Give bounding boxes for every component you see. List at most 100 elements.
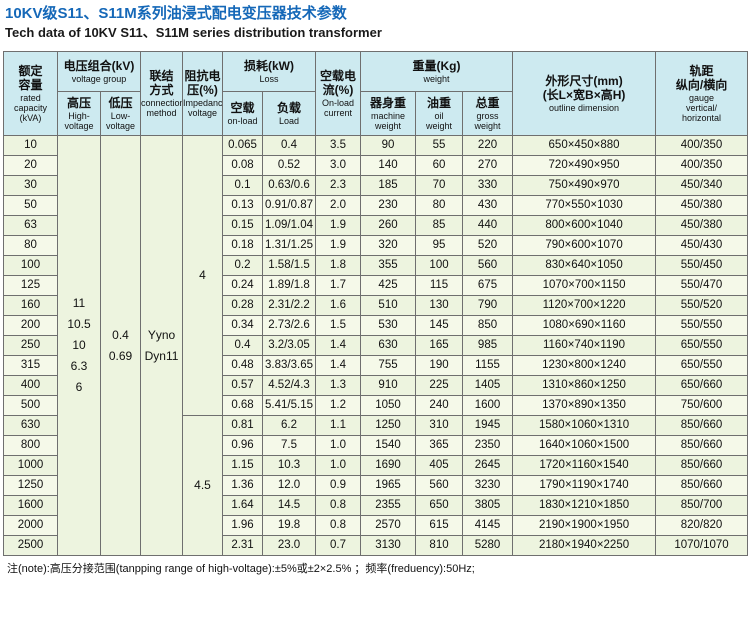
cell-noload-current: 1.9 bbox=[315, 215, 362, 236]
cell-dimension: 1120×700×1220 bbox=[512, 295, 657, 316]
cell-oil-weight: 190 bbox=[415, 355, 464, 376]
cell-machine-weight: 1250 bbox=[360, 415, 417, 436]
cell-load-loss: 4.52/4.3 bbox=[262, 375, 317, 396]
cell-gross-weight: 985 bbox=[462, 335, 514, 356]
col-header-machine-weight-cn: 器身重 bbox=[370, 95, 407, 110]
cell-dimension: 790×600×1070 bbox=[512, 235, 657, 256]
cell-capacity: 10 bbox=[3, 135, 58, 156]
cell-oil-weight: 100 bbox=[415, 255, 464, 276]
table-row: 250 0.4 3.2/3.05 1.4 630 165 985 1160×740×1190 6… bbox=[3, 335, 749, 356]
cell-machine-weight: 90 bbox=[360, 135, 417, 156]
col-header-impedance: 阻抗电 压(%) Impedance voltage bbox=[182, 51, 224, 136]
col-header-capacity-en: rated capacity (kVA) bbox=[13, 93, 48, 124]
cell-noload-current: 1.2 bbox=[315, 395, 362, 416]
col-header-connection-cn: 联结 方式 bbox=[149, 68, 174, 97]
cell-dimension: 1790×1190×1740 bbox=[512, 475, 657, 496]
page-subtitle: Tech data of 10KV S11、S11M series distri… bbox=[5, 25, 382, 40]
col-header-voltage-group: 电压组合(kV) voltage group bbox=[56, 51, 142, 92]
table-row: 100 0.2 1.58/1.5 1.8 355 100 560 830×640×1050 55… bbox=[3, 255, 749, 276]
cell-gross-weight: 1600 bbox=[462, 395, 514, 416]
cell-dimension: 1830×1210×1850 bbox=[512, 495, 657, 516]
cell-dimension: 2190×1900×1950 bbox=[512, 515, 657, 536]
col-header-weight-cn: 重量(Kg) bbox=[412, 58, 461, 73]
cell-dimension: 770×550×1030 bbox=[512, 195, 657, 216]
transformer-spec-table: 额定 容量 rated capacity (kVA) 电压组合(kV) volt… bbox=[3, 51, 749, 556]
cell-noload-loss: 0.13 bbox=[222, 195, 264, 216]
col-header-weight-en: weight bbox=[423, 74, 450, 85]
table-row: 2000 1.96 19.8 0.8 2570 615 4145 2190×1900×1950… bbox=[3, 515, 749, 536]
cell-oil-weight: 560 bbox=[415, 475, 464, 496]
cell-gross-weight: 790 bbox=[462, 295, 514, 316]
cell-capacity: 30 bbox=[3, 175, 58, 196]
connection-merged-cell: Yyno Dyn11 bbox=[140, 135, 184, 556]
cell-machine-weight: 1965 bbox=[360, 475, 417, 496]
cell-noload-loss: 0.96 bbox=[222, 435, 264, 456]
cell-gross-weight: 3230 bbox=[462, 475, 514, 496]
cell-gauge: 820/820 bbox=[655, 515, 749, 536]
cell-gross-weight: 5280 bbox=[462, 535, 514, 556]
cell-machine-weight: 2570 bbox=[360, 515, 417, 536]
cell-load-loss: 6.2 bbox=[262, 415, 317, 436]
table-row: 2500 2.31 23.0 0.7 3130 810 5280 2180×1940×2250… bbox=[3, 535, 749, 556]
cell-capacity: 80 bbox=[3, 235, 58, 256]
cell-noload-loss: 0.34 bbox=[222, 315, 264, 336]
cell-noload-loss: 0.065 bbox=[222, 135, 264, 156]
cell-noload-loss: 1.36 bbox=[222, 475, 264, 496]
cell-machine-weight: 140 bbox=[360, 155, 417, 176]
cell-gauge: 550/550 bbox=[655, 315, 749, 336]
cell-noload-loss: 0.68 bbox=[222, 395, 264, 416]
cell-machine-weight: 1050 bbox=[360, 395, 417, 416]
cell-capacity: 2000 bbox=[3, 515, 58, 536]
cell-machine-weight: 1540 bbox=[360, 435, 417, 456]
cell-load-loss: 1.09/1.04 bbox=[262, 215, 317, 236]
cell-load-loss: 0.4 bbox=[262, 135, 317, 156]
cell-gauge: 850/660 bbox=[655, 415, 749, 436]
cell-gross-weight: 1405 bbox=[462, 375, 514, 396]
col-header-load-loss: 负载 Load bbox=[262, 91, 317, 136]
col-header-high-voltage-cn: 高压 bbox=[66, 95, 91, 110]
cell-gauge: 550/520 bbox=[655, 295, 749, 316]
lv-merged-cell: 0.4 0.69 bbox=[99, 135, 142, 556]
cell-capacity: 1250 bbox=[3, 475, 58, 496]
cell-capacity: 1000 bbox=[3, 455, 58, 476]
table-row: 63 0.15 1.09/1.04 1.9 260 85 440 800×600×1040 45… bbox=[3, 215, 749, 236]
col-header-capacity: 额定 容量 rated capacity (kVA) bbox=[3, 51, 58, 136]
cell-gauge: 750/600 bbox=[655, 395, 749, 416]
cell-oil-weight: 60 bbox=[415, 155, 464, 176]
col-header-low-voltage-en: Low- voltage bbox=[105, 111, 136, 132]
cell-gauge: 850/660 bbox=[655, 475, 749, 496]
cell-noload-loss: 0.08 bbox=[222, 155, 264, 176]
cell-gross-weight: 330 bbox=[462, 175, 514, 196]
cell-capacity: 160 bbox=[3, 295, 58, 316]
cell-machine-weight: 510 bbox=[360, 295, 417, 316]
cell-noload-loss: 1.64 bbox=[222, 495, 264, 516]
cell-machine-weight: 530 bbox=[360, 315, 417, 336]
col-header-weight: 重量(Kg) weight bbox=[360, 51, 514, 92]
col-header-gross-weight: 总重 gross weight bbox=[462, 91, 514, 136]
cell-capacity: 20 bbox=[3, 155, 58, 176]
cell-capacity: 1600 bbox=[3, 495, 58, 516]
col-header-gauge-cn: 轨距 纵向/横向 bbox=[675, 63, 728, 92]
cell-load-loss: 2.31/2.2 bbox=[262, 295, 317, 316]
col-header-noload-current-cn: 空载电 流(%) bbox=[320, 68, 357, 97]
cell-oil-weight: 650 bbox=[415, 495, 464, 516]
col-header-noload-current-en: On-load current bbox=[322, 98, 355, 119]
cell-load-loss: 3.2/3.05 bbox=[262, 335, 317, 356]
table-row: 630 4.5 0.81 6.2 1.1 1250 310 1945 1580×1060×131… bbox=[3, 415, 749, 556]
cell-gauge: 850/700 bbox=[655, 495, 749, 516]
cell-machine-weight: 755 bbox=[360, 355, 417, 376]
cell-noload-current: 1.7 bbox=[315, 275, 362, 296]
table-row: 30 0.1 0.63/0.6 2.3 185 70 330 750×490×970 450/3… bbox=[3, 175, 749, 196]
cell-oil-weight: 55 bbox=[415, 135, 464, 156]
cell-gross-weight: 220 bbox=[462, 135, 514, 156]
col-header-voltage-group-cn: 电压组合(kV) bbox=[63, 58, 135, 73]
cell-noload-loss: 0.4 bbox=[222, 335, 264, 356]
cell-machine-weight: 2355 bbox=[360, 495, 417, 516]
col-header-loss-cn: 损耗(kW) bbox=[244, 58, 295, 73]
cell-noload-current: 1.0 bbox=[315, 435, 362, 456]
cell-oil-weight: 810 bbox=[415, 535, 464, 556]
cell-load-loss: 2.73/2.6 bbox=[262, 315, 317, 336]
cell-load-loss: 10.3 bbox=[262, 455, 317, 476]
cell-oil-weight: 240 bbox=[415, 395, 464, 416]
footnote: 注(note):高压分接范围(tanpping range of high-vo… bbox=[7, 563, 475, 575]
